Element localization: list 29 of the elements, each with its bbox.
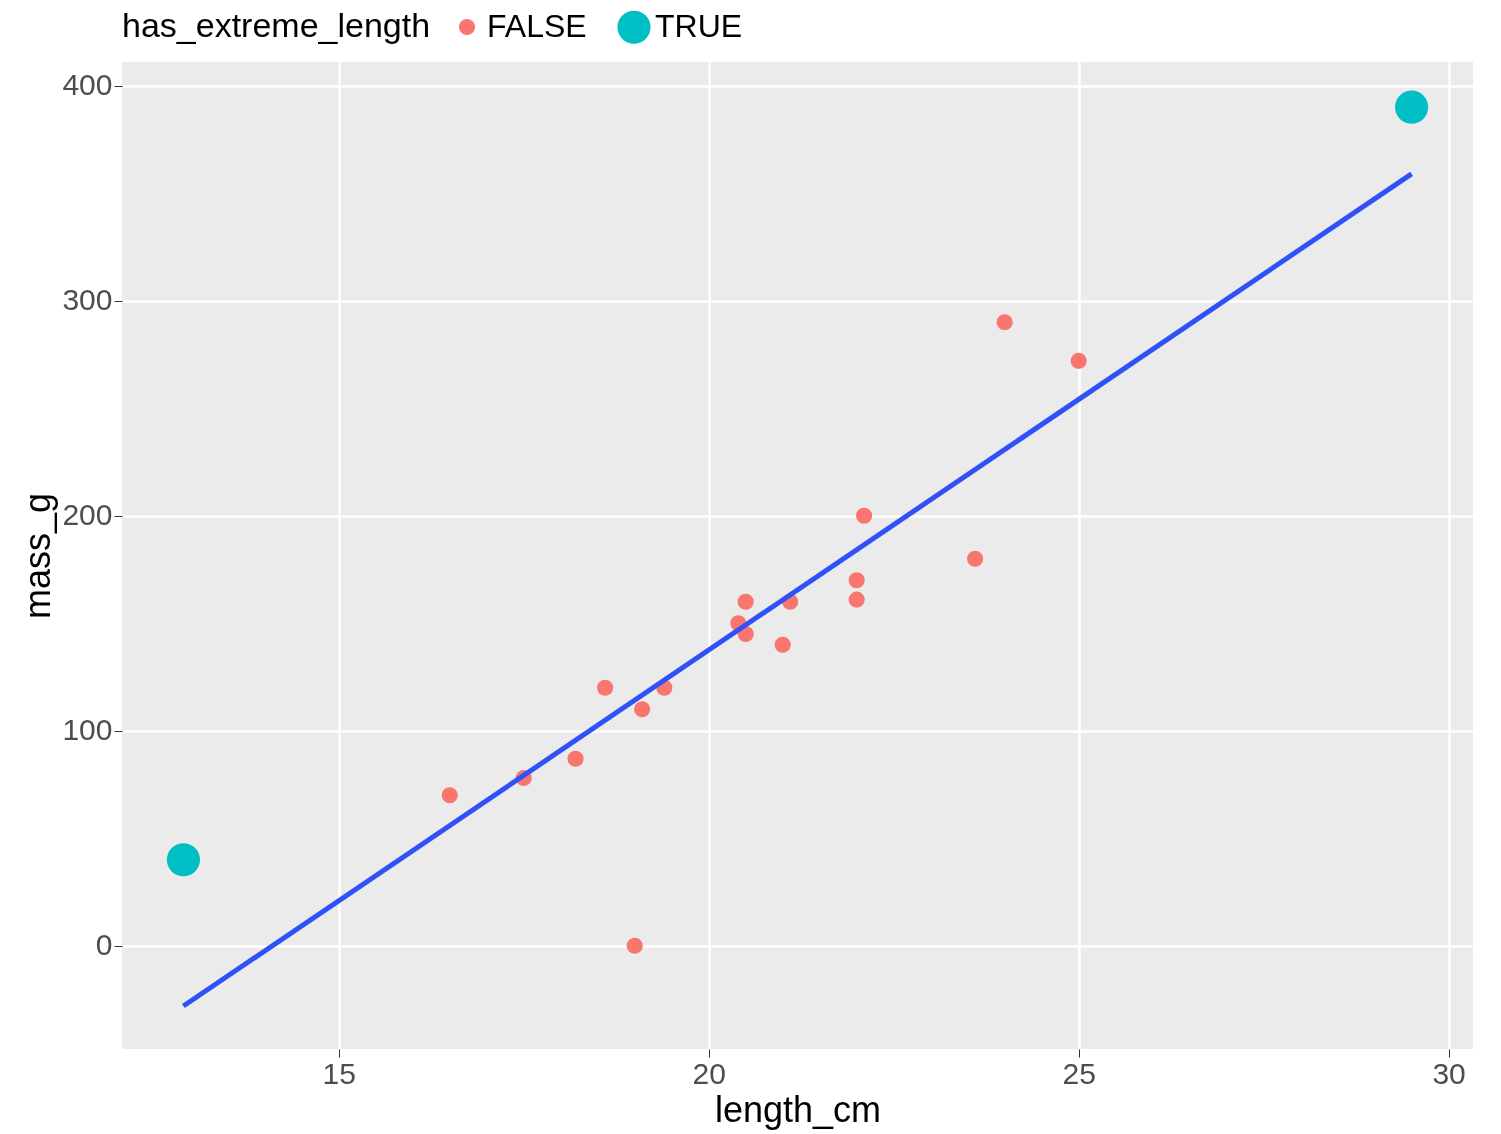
y-tick-label: 0 — [95, 928, 113, 962]
y-tick-label: 300 — [62, 283, 113, 317]
legend-title: has_extreme_length — [122, 6, 431, 44]
x-axis-title: length_cm — [714, 1088, 882, 1130]
y-tick-label: 100 — [62, 713, 113, 747]
point — [848, 591, 865, 608]
point — [1395, 90, 1429, 124]
point — [848, 572, 865, 589]
point — [597, 679, 614, 696]
point — [634, 701, 651, 718]
x-tick-label: 20 — [692, 1056, 726, 1090]
y-axis-title: mass_g — [17, 492, 59, 620]
point — [856, 507, 873, 524]
x-tick-label: 25 — [1062, 1056, 1096, 1090]
y-tick-label: 400 — [62, 68, 113, 102]
x-tick-label: 15 — [322, 1056, 356, 1090]
point — [737, 593, 754, 610]
point — [626, 937, 643, 954]
point — [774, 636, 791, 653]
x-tick-label: 30 — [1432, 1056, 1466, 1090]
legend-label: FALSE — [487, 8, 587, 44]
point — [567, 750, 584, 767]
point — [1070, 352, 1087, 369]
point — [166, 843, 200, 877]
point — [441, 787, 458, 804]
y-tick-label: 200 — [62, 498, 113, 532]
point — [996, 314, 1013, 331]
point — [967, 550, 984, 567]
legend-label: TRUE — [655, 8, 743, 45]
